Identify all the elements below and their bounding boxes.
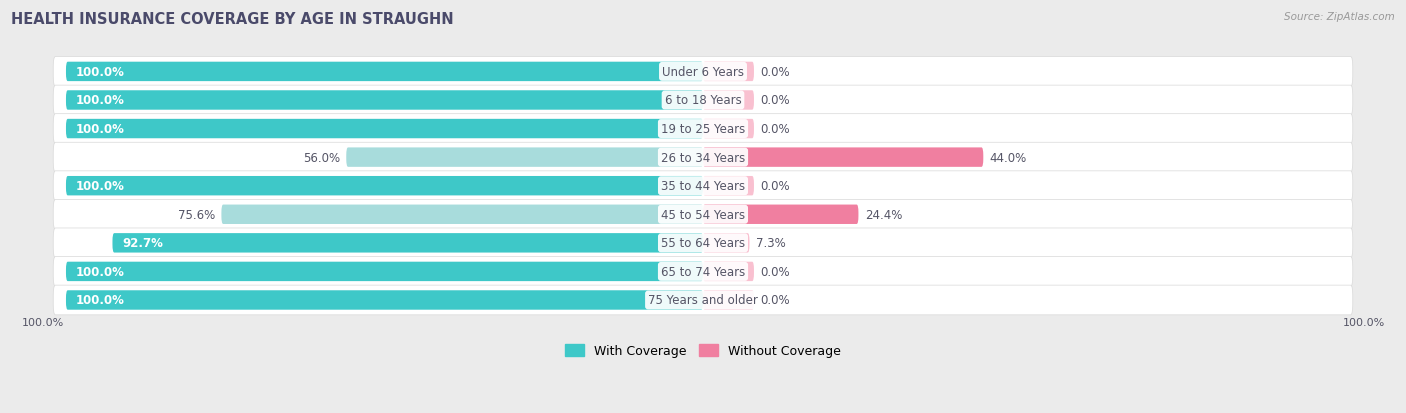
Text: 44.0%: 44.0% xyxy=(990,151,1026,164)
Text: 19 to 25 Years: 19 to 25 Years xyxy=(661,123,745,136)
Text: 100.0%: 100.0% xyxy=(1343,318,1385,328)
FancyBboxPatch shape xyxy=(53,57,1353,87)
Text: 100.0%: 100.0% xyxy=(21,318,63,328)
Legend: With Coverage, Without Coverage: With Coverage, Without Coverage xyxy=(561,339,845,363)
FancyBboxPatch shape xyxy=(703,205,859,224)
FancyBboxPatch shape xyxy=(66,91,703,110)
FancyBboxPatch shape xyxy=(53,114,1353,144)
Text: 56.0%: 56.0% xyxy=(302,151,340,164)
FancyBboxPatch shape xyxy=(703,234,749,253)
Text: 65 to 74 Years: 65 to 74 Years xyxy=(661,265,745,278)
Text: 55 to 64 Years: 55 to 64 Years xyxy=(661,237,745,250)
Text: 92.7%: 92.7% xyxy=(122,237,163,250)
FancyBboxPatch shape xyxy=(703,176,754,196)
FancyBboxPatch shape xyxy=(346,148,703,167)
FancyBboxPatch shape xyxy=(53,86,1353,116)
Text: 0.0%: 0.0% xyxy=(761,294,790,307)
FancyBboxPatch shape xyxy=(66,262,703,281)
FancyBboxPatch shape xyxy=(66,62,703,82)
Text: 100.0%: 100.0% xyxy=(76,294,124,307)
Text: 100.0%: 100.0% xyxy=(76,123,124,136)
FancyBboxPatch shape xyxy=(53,228,1353,258)
FancyBboxPatch shape xyxy=(703,91,754,110)
FancyBboxPatch shape xyxy=(112,234,703,253)
Text: 24.4%: 24.4% xyxy=(865,208,903,221)
FancyBboxPatch shape xyxy=(53,143,1353,173)
Text: 0.0%: 0.0% xyxy=(761,123,790,136)
FancyBboxPatch shape xyxy=(53,200,1353,230)
Text: 7.3%: 7.3% xyxy=(756,237,786,250)
Text: 75 Years and older: 75 Years and older xyxy=(648,294,758,307)
FancyBboxPatch shape xyxy=(703,119,754,139)
Text: 100.0%: 100.0% xyxy=(76,94,124,107)
FancyBboxPatch shape xyxy=(66,291,703,310)
Text: 0.0%: 0.0% xyxy=(761,66,790,79)
Text: 0.0%: 0.0% xyxy=(761,180,790,193)
FancyBboxPatch shape xyxy=(53,285,1353,315)
FancyBboxPatch shape xyxy=(53,257,1353,287)
Text: 100.0%: 100.0% xyxy=(76,265,124,278)
FancyBboxPatch shape xyxy=(703,148,983,167)
FancyBboxPatch shape xyxy=(703,262,754,281)
Text: HEALTH INSURANCE COVERAGE BY AGE IN STRAUGHN: HEALTH INSURANCE COVERAGE BY AGE IN STRA… xyxy=(11,12,454,27)
FancyBboxPatch shape xyxy=(703,62,754,82)
Text: 100.0%: 100.0% xyxy=(76,66,124,79)
FancyBboxPatch shape xyxy=(221,205,703,224)
Text: 0.0%: 0.0% xyxy=(761,94,790,107)
Text: Under 6 Years: Under 6 Years xyxy=(662,66,744,79)
Text: 0.0%: 0.0% xyxy=(761,265,790,278)
Text: 35 to 44 Years: 35 to 44 Years xyxy=(661,180,745,193)
FancyBboxPatch shape xyxy=(66,119,703,139)
Text: 26 to 34 Years: 26 to 34 Years xyxy=(661,151,745,164)
FancyBboxPatch shape xyxy=(703,291,754,310)
Text: 45 to 54 Years: 45 to 54 Years xyxy=(661,208,745,221)
Text: 100.0%: 100.0% xyxy=(76,180,124,193)
Text: 6 to 18 Years: 6 to 18 Years xyxy=(665,94,741,107)
Text: 75.6%: 75.6% xyxy=(177,208,215,221)
FancyBboxPatch shape xyxy=(53,171,1353,201)
FancyBboxPatch shape xyxy=(66,176,703,196)
Text: Source: ZipAtlas.com: Source: ZipAtlas.com xyxy=(1284,12,1395,22)
